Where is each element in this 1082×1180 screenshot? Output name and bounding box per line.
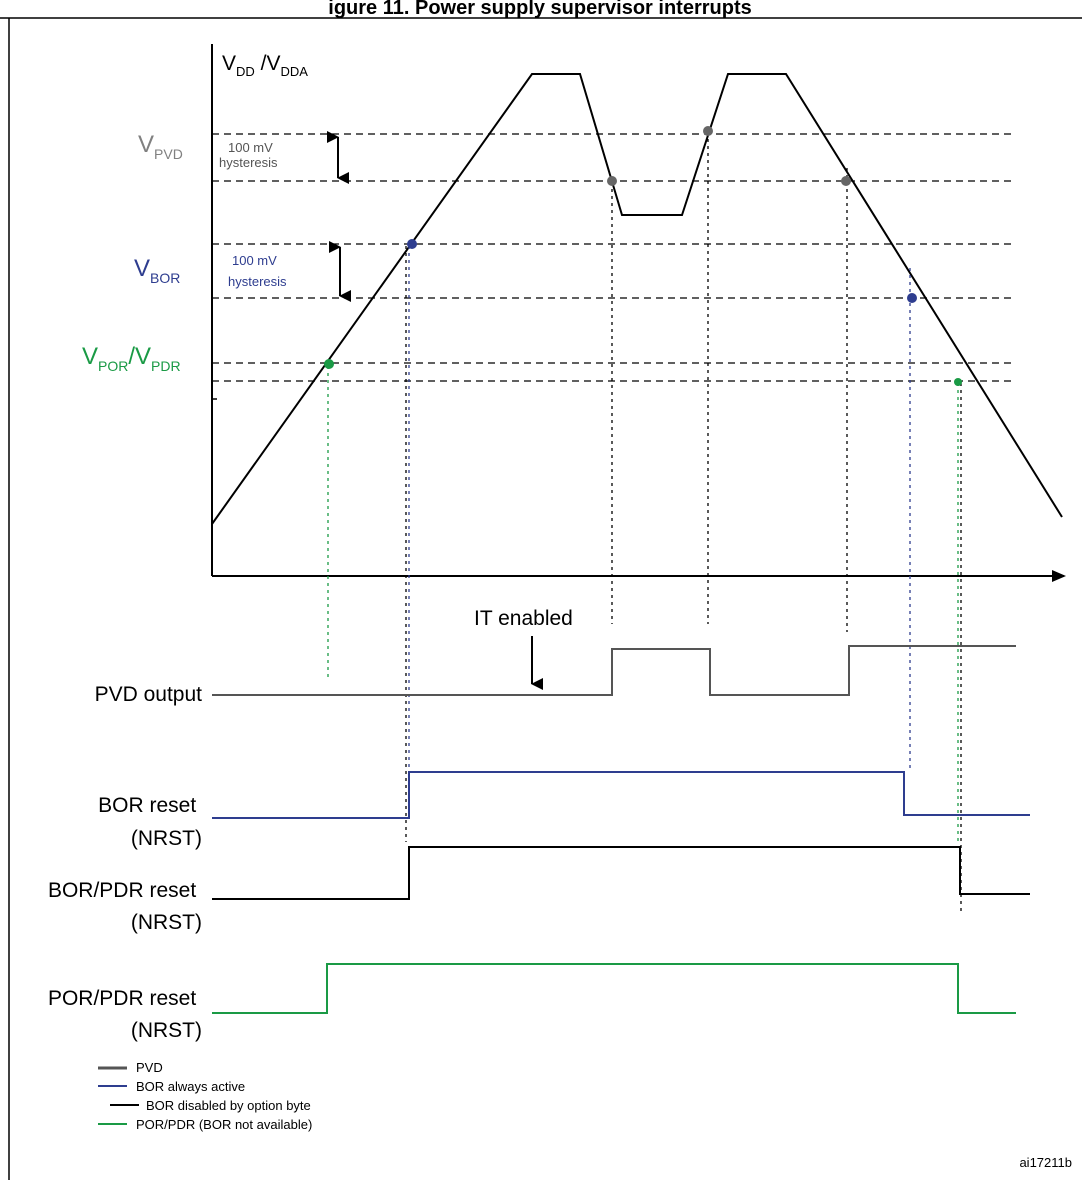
pvd-output-label: PVD output (95, 683, 203, 706)
marker-por-crossing (324, 359, 334, 369)
figure-title: igure 11. Power supply supervisor interr… (328, 0, 751, 19)
bor-hysteresis-label: 100 mV hysteresis (228, 253, 287, 289)
bor-pdr-reset-signal (212, 846, 1030, 900)
marker-pvd-falling-crossing-1 (607, 176, 617, 186)
crossing-markers (324, 126, 962, 386)
figure-reference: ai17211b (1019, 1155, 1072, 1170)
legend: PVD BOR always active BOR disabled by op… (98, 1060, 312, 1132)
bor-pdr-reset-label: BOR/PDR reset (NRST) (48, 879, 202, 934)
por-pdr-reset-signal (212, 963, 1016, 1014)
pvd-output-signal (212, 645, 1016, 696)
supply-voltage-curve (211, 73, 1063, 525)
bor-level-label: VBOR (134, 255, 180, 286)
por-pdr-reset-label: POR/PDR reset (NRST) (48, 987, 202, 1042)
marker-pvd-falling-crossing-2 (841, 176, 851, 186)
bor-reset-signal (212, 771, 1030, 819)
marker-bor-falling-crossing (907, 293, 917, 303)
por-pdr-level-label: VPOR/VPDR (82, 343, 181, 374)
marker-pdr-crossing (954, 378, 962, 386)
it-enabled-label: IT enabled (474, 607, 573, 630)
bor-reset-label: BOR reset (NRST) (98, 794, 202, 850)
guide-lines (327, 132, 962, 915)
legend-label-bor-disabled: BOR disabled by option byte (146, 1098, 311, 1113)
legend-label-por-pdr: POR/PDR (BOR not available) (136, 1117, 312, 1132)
pvd-hysteresis-label: 100 mV hysteresis (219, 140, 278, 170)
legend-label-pvd: PVD (136, 1060, 163, 1075)
marker-bor-rising-crossing (407, 239, 417, 249)
marker-pvd-rising-crossing (703, 126, 713, 136)
y-axis-label: VDD /VDDA (222, 52, 308, 79)
threshold-lines (212, 133, 1016, 382)
pvd-level-label: VPVD (138, 131, 183, 162)
legend-label-bor-always: BOR always active (136, 1079, 245, 1094)
figure-frame (0, 17, 1082, 1180)
